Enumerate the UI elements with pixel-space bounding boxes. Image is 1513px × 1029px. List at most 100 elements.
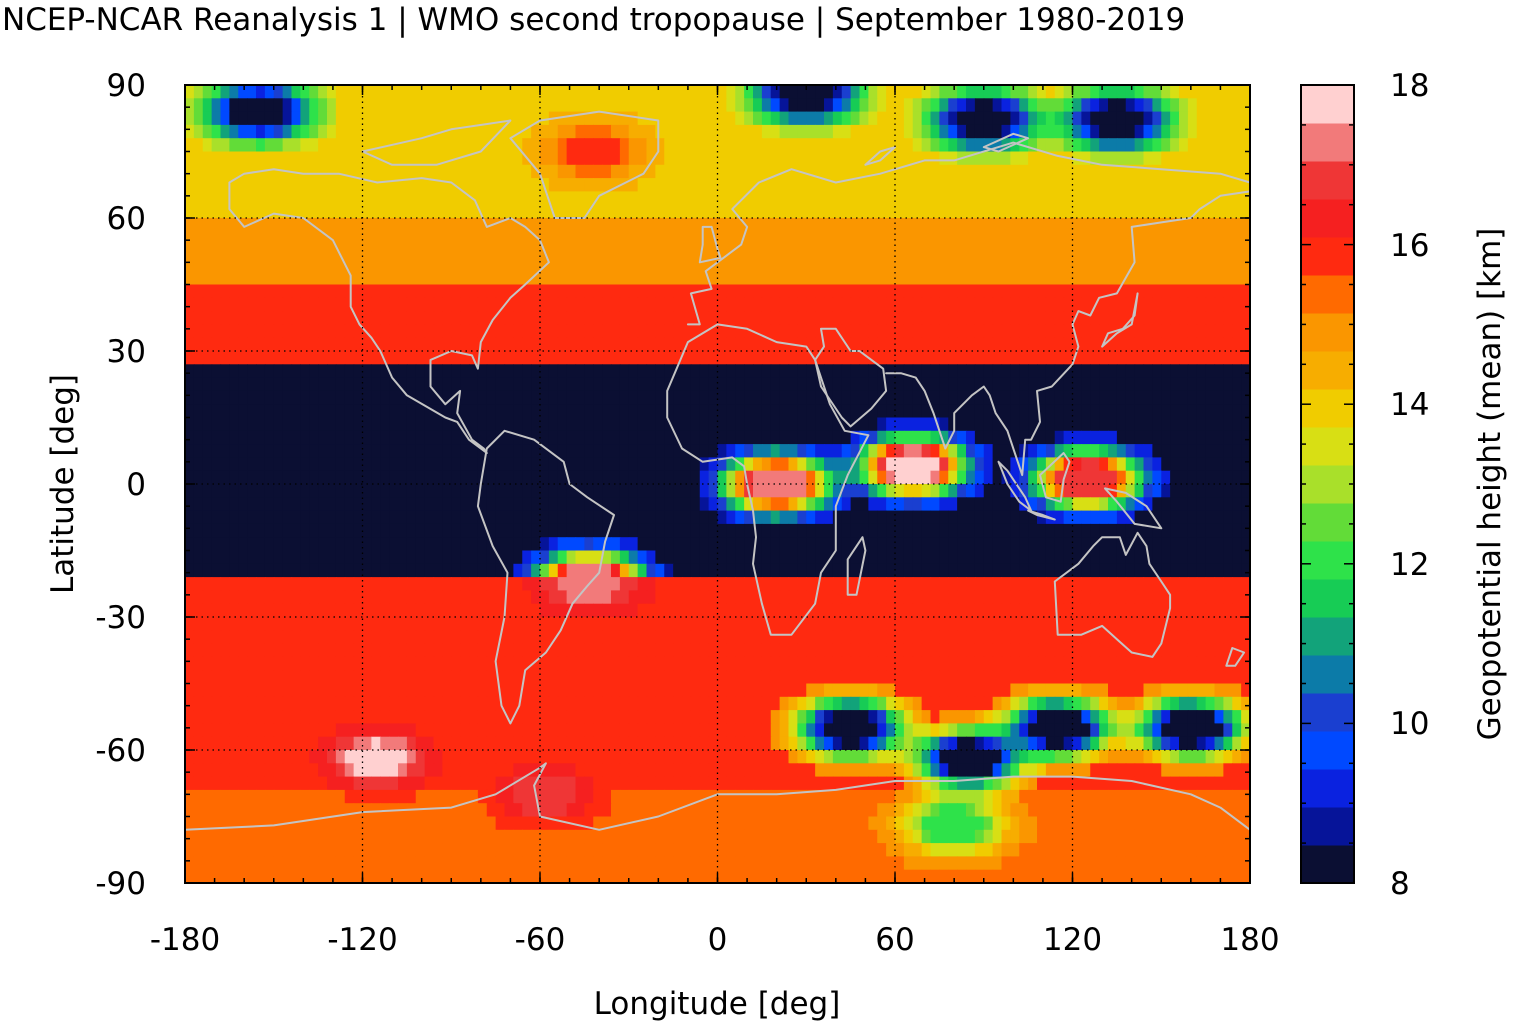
heatmap-cell [460, 510, 470, 525]
heatmap-cell [566, 364, 577, 379]
heatmap-cell [611, 563, 621, 578]
heatmap-cell [451, 204, 461, 219]
heatmap-cell [424, 484, 435, 498]
heatmap-cell [415, 430, 426, 445]
heatmap-cell [318, 297, 328, 312]
heatmap-cell [495, 204, 506, 219]
heatmap-cell [815, 337, 825, 352]
heatmap-cell [406, 484, 417, 498]
heatmap-cell [1232, 98, 1242, 113]
heatmap-cell [1063, 430, 1074, 445]
heatmap-cell [717, 470, 727, 485]
heatmap-cell [939, 124, 949, 139]
heatmap-cell [753, 271, 763, 286]
heatmap-cell [327, 417, 337, 432]
heatmap-cell [256, 563, 266, 578]
heatmap-cell [1116, 311, 1127, 325]
heatmap-cell [1161, 457, 1171, 472]
heatmap-cell [193, 218, 204, 232]
heatmap-cell [1232, 257, 1242, 272]
heatmap-cell [1108, 390, 1118, 405]
heatmap-cell [282, 603, 293, 618]
heatmap-cell [238, 563, 248, 578]
heatmap-cell [460, 257, 470, 272]
heatmap-cell [451, 603, 461, 618]
heatmap-cell [193, 191, 204, 206]
heatmap-cell [1232, 590, 1242, 605]
heatmap-cell [957, 85, 967, 99]
heatmap-cell [353, 630, 364, 645]
heatmap-cell [1037, 151, 1047, 166]
heatmap-cell [211, 563, 222, 578]
heatmap-cell [726, 417, 736, 432]
heatmap-cell [779, 244, 790, 259]
heatmap-cell [486, 164, 497, 179]
heatmap-cell [477, 484, 488, 498]
heatmap-cell [211, 124, 222, 139]
heatmap-cell [735, 430, 745, 445]
heatmap-cell [247, 484, 257, 498]
heatmap-cell [682, 510, 692, 525]
heatmap-cell [903, 390, 914, 405]
heatmap-cell [202, 497, 213, 512]
heatmap-cell [362, 457, 372, 472]
heatmap-cell [1099, 550, 1109, 565]
heatmap-cell [868, 324, 878, 339]
heatmap-cell [540, 563, 550, 578]
heatmap-cell [690, 297, 701, 312]
heatmap-cell [815, 178, 825, 192]
heatmap-cell [717, 417, 727, 432]
heatmap-cell [1072, 550, 1082, 565]
heatmap-cell [1028, 390, 1038, 405]
heatmap-cell [966, 244, 976, 259]
heatmap-cell [1028, 417, 1038, 432]
heatmap-cell [797, 297, 807, 312]
heatmap-cell [442, 324, 452, 339]
heatmap-cell [522, 444, 532, 458]
heatmap-cell [1143, 390, 1153, 405]
heatmap-cell [575, 444, 585, 458]
heatmap-cell [264, 311, 275, 325]
heatmap-cell [309, 337, 319, 352]
heatmap-cell [1090, 244, 1100, 259]
heatmap-cell [744, 218, 754, 232]
heatmap-cell [344, 85, 355, 99]
heatmap-cell [1232, 311, 1242, 325]
heatmap-cell [1232, 111, 1242, 126]
heatmap-cell [1241, 124, 1251, 139]
heatmap-cell [1019, 124, 1029, 139]
heatmap-cell [202, 470, 213, 485]
heatmap-cell [1099, 470, 1109, 485]
heatmap-cell [202, 218, 213, 232]
heatmap-cell [460, 85, 470, 99]
heatmap-cell [921, 204, 932, 219]
heatmap-cell [282, 151, 293, 166]
heatmap-cell [353, 590, 364, 605]
heatmap-cell [327, 257, 337, 272]
heatmap-cell [664, 85, 674, 99]
heatmap-cell [1205, 164, 1216, 179]
heatmap-cell [1143, 138, 1153, 153]
heatmap-cell [806, 324, 816, 339]
heatmap-cell [309, 537, 319, 552]
heatmap-cell [540, 351, 550, 365]
heatmap-cell [1028, 164, 1038, 179]
heatmap-cell [957, 417, 967, 432]
heatmap-cell [966, 590, 976, 605]
heatmap-cell [877, 138, 887, 153]
heatmap-cell [451, 271, 461, 286]
heatmap-cell [264, 151, 275, 166]
heatmap-cell [957, 218, 967, 232]
heatmap-cell [735, 444, 745, 458]
heatmap-cell [744, 603, 754, 618]
heatmap-cell [673, 218, 683, 232]
heatmap-cell [1081, 417, 1091, 432]
heatmap-cell [1232, 244, 1242, 259]
heatmap-cell [744, 523, 754, 538]
heatmap-cell [1187, 257, 1198, 272]
heatmap-cell [974, 257, 985, 272]
heatmap-cell [1187, 537, 1198, 552]
heatmap-cell [744, 590, 754, 605]
heatmap-cell [903, 577, 914, 591]
heatmap-cell [442, 138, 452, 153]
